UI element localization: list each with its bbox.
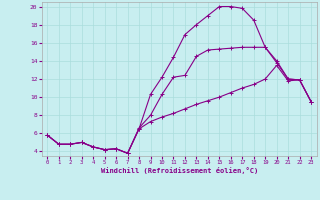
X-axis label: Windchill (Refroidissement éolien,°C): Windchill (Refroidissement éolien,°C) — [100, 167, 258, 174]
